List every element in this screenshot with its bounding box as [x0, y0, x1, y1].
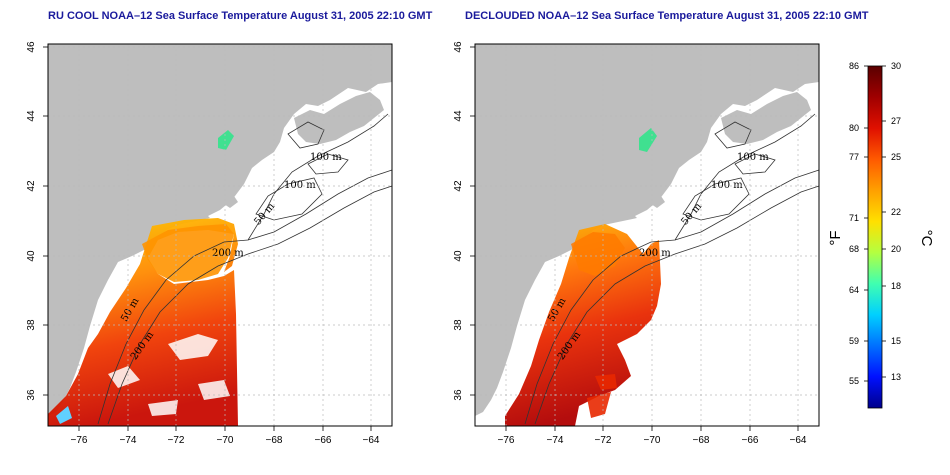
sst-field	[505, 224, 661, 426]
x-tick-label: −68	[693, 435, 710, 446]
plot-frame	[47, 43, 393, 427]
x-tick-label: −64	[790, 435, 807, 446]
contour-label-100m-south: 100 m	[284, 180, 316, 191]
left-map-panel: 100 m 100 m 50 m 200 m 50 m 200 m −76 −74…	[26, 41, 393, 446]
celsius-label: °C	[918, 230, 935, 247]
y-axis-ticks: 36 38 40 42 44 46	[26, 41, 48, 401]
y-tick-label: 44	[26, 110, 37, 122]
plot-frame	[474, 43, 820, 427]
contour-label-200m: 200 m	[639, 248, 671, 259]
celsius-ticks: 30 27 25 22 20 18 15 13	[882, 61, 901, 382]
fahrenheit-tick-label: 59	[849, 336, 859, 346]
cool-water-patch-2	[56, 406, 72, 424]
cool-water-patch	[639, 128, 657, 152]
x-tick-label: −72	[595, 435, 612, 446]
x-tick-label: −74	[120, 435, 137, 446]
fahrenheit-ticks: 86 80 77 71 68 64 59 55	[849, 61, 868, 386]
fahrenheit-tick-label: 71	[849, 213, 859, 223]
y-tick-label: 40	[26, 250, 37, 262]
y-tick-label: 46	[26, 41, 37, 53]
x-tick-label: −68	[266, 435, 283, 446]
fahrenheit-tick-label: 80	[849, 123, 859, 133]
sst-field-patch	[142, 224, 234, 282]
sst-field	[48, 218, 238, 426]
y-tick-label: 36	[26, 389, 37, 401]
bathymetry-contours	[97, 113, 393, 425]
x-tick-label: −70	[644, 435, 661, 446]
y-tick-label: 42	[453, 180, 464, 192]
celsius-tick-label: 20	[891, 244, 901, 254]
celsius-tick-label: 30	[891, 61, 901, 71]
x-tick-label: −64	[363, 435, 380, 446]
sst-field-patch	[571, 232, 625, 276]
contour-label-200m: 200 m	[212, 248, 244, 259]
right-map-title: DECLOUDED NOAA–12 Sea Surface Temperatur…	[465, 10, 869, 22]
x-tick-label: −66	[742, 435, 759, 446]
cape-cod	[651, 196, 665, 208]
y-tick-label: 44	[453, 110, 464, 122]
bathymetry-contours	[524, 113, 820, 425]
grid-lines	[475, 44, 819, 426]
temperature-colorbar: 86 80 77 71 68 64 59 55 30 27 25 22 20 18 15 13 °F °C	[827, 61, 935, 409]
land-mass	[48, 44, 392, 416]
sst-field-patch-south	[587, 374, 617, 418]
celsius-tick-label: 22	[891, 207, 901, 217]
celsius-tick-label: 15	[891, 336, 901, 346]
celsius-tick-label: 27	[891, 116, 901, 126]
fahrenheit-tick-label: 86	[849, 61, 859, 71]
y-tick-label: 38	[26, 319, 37, 331]
contour-label-100m-north: 100 m	[737, 152, 769, 163]
y-axis-ticks: 36 38 40 42 44 46	[453, 41, 475, 401]
long-island	[595, 214, 637, 226]
x-tick-label: −70	[217, 435, 234, 446]
grid-lines	[48, 44, 392, 426]
x-axis-ticks: −76 −74 −72 −70 −68 −66 −64	[498, 426, 807, 446]
cape-cod	[224, 196, 238, 208]
x-axis-ticks: −76 −74 −72 −70 −68 −66 −64	[71, 426, 380, 446]
cool-water-patch	[218, 130, 234, 150]
x-tick-label: −76	[71, 435, 88, 446]
fahrenheit-tick-label: 77	[849, 152, 859, 162]
y-tick-label: 38	[453, 319, 464, 331]
x-tick-label: −72	[168, 435, 185, 446]
y-tick-label: 46	[453, 41, 464, 53]
x-tick-label: −74	[547, 435, 564, 446]
y-tick-label: 42	[26, 180, 37, 192]
y-tick-label: 40	[453, 250, 464, 262]
left-map-title: RU COOL NOAA–12 Sea Surface Temperature …	[48, 10, 433, 22]
celsius-tick-label: 25	[891, 152, 901, 162]
colorbar-scale	[867, 65, 883, 409]
fahrenheit-tick-label: 55	[849, 376, 859, 386]
x-tick-label: −76	[498, 435, 515, 446]
cloud-gaps	[108, 334, 230, 416]
x-tick-label: −66	[315, 435, 332, 446]
land-mass	[475, 44, 819, 416]
celsius-tick-label: 13	[891, 372, 901, 382]
right-map-panel: 100 m 100 m 50 m 200 m 50 m 200 m −76 −74…	[453, 41, 820, 446]
fahrenheit-tick-label: 64	[849, 285, 859, 295]
y-tick-label: 36	[453, 389, 464, 401]
contour-label-100m-north: 100 m	[310, 152, 342, 163]
celsius-tick-label: 18	[891, 281, 901, 291]
fahrenheit-label: °F	[827, 230, 844, 245]
nova-scotia	[294, 92, 384, 144]
nova-scotia	[721, 92, 811, 144]
contour-label-100m-south: 100 m	[711, 180, 743, 191]
fahrenheit-tick-label: 68	[849, 244, 859, 254]
